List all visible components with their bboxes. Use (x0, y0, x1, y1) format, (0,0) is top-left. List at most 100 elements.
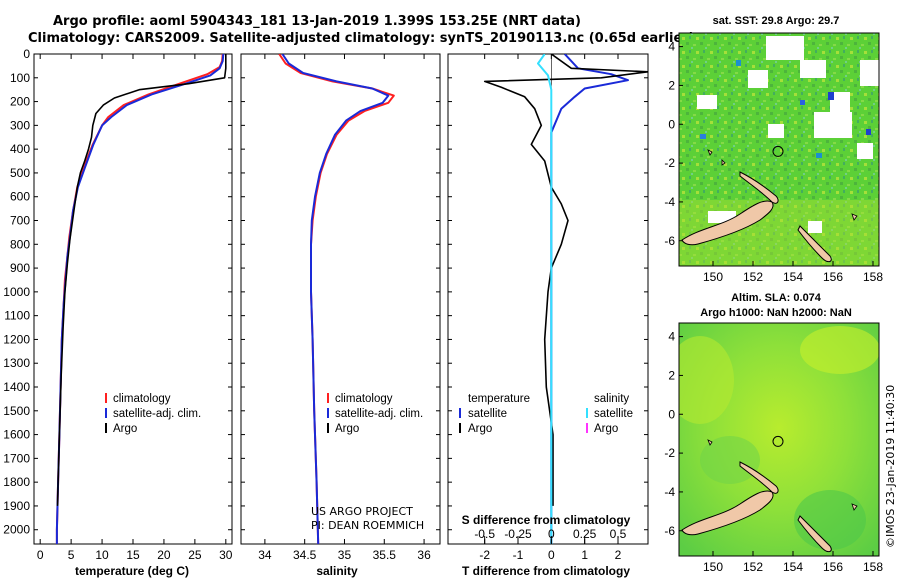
salinity-legend: climatology satellite-adj. clim. Argo (327, 393, 423, 435)
depth-axis: 0 100 200 300 400 500 600 700 800 900 1000 1100 1200… (3, 47, 30, 537)
x-tick-label: -1 (513, 548, 524, 562)
legend-label-satellite-adj: satellite-adj. clim. (113, 408, 201, 420)
small-island (721, 159, 726, 166)
depth-tick-label: 900 (10, 261, 30, 275)
depth-tick-label: 0 (23, 47, 30, 61)
depth-tick-label: 800 (10, 237, 30, 251)
legend-title-salinity: salinity (594, 393, 629, 405)
cloud-gap (830, 92, 850, 112)
small-island (707, 439, 713, 446)
salinity-panel (240, 53, 441, 545)
cloud-gap (748, 70, 768, 88)
depth-tick-label: 1600 (3, 428, 30, 442)
legend-label-s-satellite: satellite (594, 408, 633, 420)
series-line-salinity-satellite (537, 54, 553, 544)
sla-map (679, 323, 879, 556)
map-x-tick-label: 158 (863, 270, 883, 284)
x-tick-label: 36 (417, 548, 431, 562)
legend-label-argo: Argo (113, 423, 137, 435)
x-tick-label: 0 (548, 548, 555, 562)
x-tick-label: 34 (258, 548, 272, 562)
series-line-satellite-adj-clim- (55, 54, 225, 544)
cloud-gap (800, 60, 826, 78)
x-axes: 0 5 10 15 20 25 30 34 34.5 35 35.5 36 -2 -1 0 1 2 -0.5 -0.… (34, 53, 648, 562)
sla-map-frame (678, 322, 880, 557)
depth-tick-label: 1000 (3, 285, 30, 299)
legend-label-argo: Argo (335, 423, 359, 435)
new-britain-land (681, 490, 774, 536)
cool-pixel (736, 60, 741, 66)
cloud-gap (860, 60, 879, 86)
t-difference-axis-label: T difference from climatology (462, 564, 630, 578)
depth-tick-label: 100 (10, 71, 30, 85)
depth-tick-label: 1200 (3, 332, 30, 346)
sla-map-title: Altim. SLA: 0.074 (731, 292, 822, 304)
depth-tick-label: 500 (10, 166, 30, 180)
difference-plot (483, 54, 648, 544)
map-y-tick-label: 4 (668, 40, 675, 54)
x-tick-label: 5 (68, 548, 75, 562)
map-x-tick-label: 150 (703, 270, 723, 284)
map-y-tick-label: 2 (668, 78, 675, 92)
small-island (851, 213, 858, 221)
x-tick-label: 2 (615, 548, 622, 562)
sst-map-frame (678, 32, 880, 267)
map-y-tick-label: -6 (664, 234, 675, 248)
map-x-tick-label: 154 (783, 560, 803, 574)
new-ireland-land (739, 461, 779, 494)
argo-location-marker (772, 435, 784, 447)
series-line-temperature-satellite (550, 54, 629, 544)
cloud-gap (857, 143, 873, 159)
s-difference-axis-label: S difference from climatology (462, 513, 631, 527)
sla-high (679, 336, 734, 424)
new-ireland-land (739, 171, 779, 204)
map-x-tick-label: 154 (783, 270, 803, 284)
depth-tick-label: 400 (10, 142, 30, 156)
legend-title-temperature: temperature (468, 393, 530, 405)
x-tick-label: 20 (157, 548, 171, 562)
project-annotation-line-1: US ARGO PROJECT (311, 505, 413, 518)
salinity-axis-label: salinity (316, 564, 358, 578)
cloud-gap (808, 221, 822, 233)
x-tick-label: 35.5 (373, 548, 397, 562)
legend-label-climatology: climatology (335, 393, 393, 405)
salinity-plot (278, 54, 395, 544)
title-line-2: Climatology: CARS2009. Satellite-adjuste… (28, 31, 695, 46)
sla-low (700, 436, 760, 484)
depth-tick-label: 1400 (3, 380, 30, 394)
depth-tick-label: 1900 (3, 499, 30, 513)
x-tick-label: 34.5 (293, 548, 317, 562)
map-y-tick-label: 4 (668, 330, 675, 344)
sst-map (679, 33, 879, 266)
legend-label-s-argo: Argo (594, 423, 618, 435)
temperature-legend: climatology satellite-adj. clim. Argo (105, 393, 201, 435)
depth-tick-label: 1100 (4, 309, 30, 323)
cloud-gap (697, 95, 717, 109)
map-y-tick-label: -2 (664, 446, 675, 460)
s-tick-label: 0 (548, 527, 555, 541)
imos-timestamp: ©IMOS 23-Jan-2019 11:40:30 (884, 385, 897, 548)
sst-map-title: sat. SST: 29.8 Argo: 29.7 (713, 15, 840, 27)
cloud-gap (814, 112, 852, 138)
project-annotation-line-2: PI: DEAN ROEMMICH (311, 519, 424, 532)
difference-panel (447, 53, 649, 545)
legend-label-satellite-adj: satellite-adj. clim. (335, 408, 423, 420)
map-x-tick-label: 156 (823, 560, 843, 574)
temperature-axis-label: temperature (deg C) (75, 564, 189, 578)
map-y-tick-label: -4 (664, 195, 675, 209)
cloud-gap (766, 36, 804, 60)
sla-high (800, 326, 879, 374)
s-tick-label: -0.25 (504, 527, 532, 541)
map-y-tick-label: -2 (664, 156, 675, 170)
small-island (707, 149, 713, 156)
s-tick-label: 0.25 (573, 527, 597, 541)
legend-label-t-satellite: satellite (468, 408, 507, 420)
cool-pixel (816, 153, 822, 158)
cool-pixel (700, 134, 706, 139)
map-x-tick-label: 156 (823, 270, 843, 284)
depth-tick-label: 200 (10, 95, 30, 109)
sla-map-subtitle: Argo h1000: NaN h2000: NaN (700, 307, 852, 319)
series-line-climatology (278, 54, 395, 544)
map-x-tick-label: 150 (703, 560, 723, 574)
